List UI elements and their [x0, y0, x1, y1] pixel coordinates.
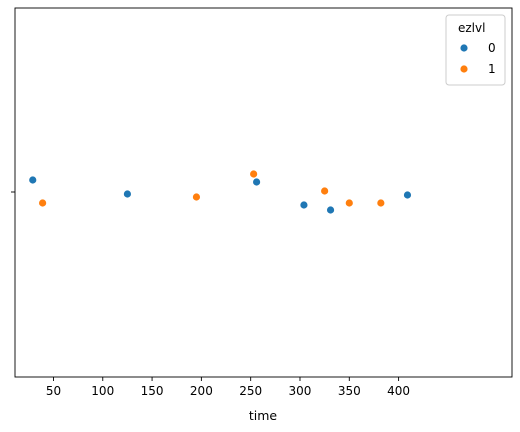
data-points: [29, 170, 412, 214]
x-tick-label: 300: [289, 384, 312, 398]
x-tick-label: 150: [141, 384, 164, 398]
data-point-series-0: [29, 176, 37, 184]
plot-area: [14, 7, 513, 378]
x-axis: 50 100 150 200 250 300 350 400: [46, 377, 410, 398]
x-tick-label: 400: [387, 384, 410, 398]
legend-marker-1: [460, 65, 468, 73]
x-tick-label: 100: [91, 384, 114, 398]
x-tick-label: 50: [46, 384, 61, 398]
legend-title: ezlvl: [458, 21, 485, 35]
x-axis-label: time: [249, 408, 278, 423]
x-tick-label: 200: [190, 384, 213, 398]
data-point-series-0: [300, 201, 308, 209]
data-point-series-1: [377, 199, 385, 207]
legend-label-1: 1: [488, 62, 496, 76]
data-point-series-1: [345, 199, 353, 207]
legend-label-0: 0: [488, 41, 496, 55]
data-point-series-0: [252, 178, 261, 186]
x-tick-label: 350: [338, 384, 361, 398]
plot-frame: [14, 7, 513, 378]
data-point-series-0: [123, 190, 132, 198]
data-point-series-1: [321, 187, 329, 195]
data-point-series-1: [192, 193, 201, 201]
x-tick-label: 250: [239, 384, 262, 398]
data-point-series-1: [250, 170, 258, 178]
data-point-series-0: [326, 206, 335, 214]
legend-marker-0: [460, 44, 468, 52]
data-point-series-1: [39, 199, 47, 207]
data-point-series-0: [403, 191, 412, 199]
